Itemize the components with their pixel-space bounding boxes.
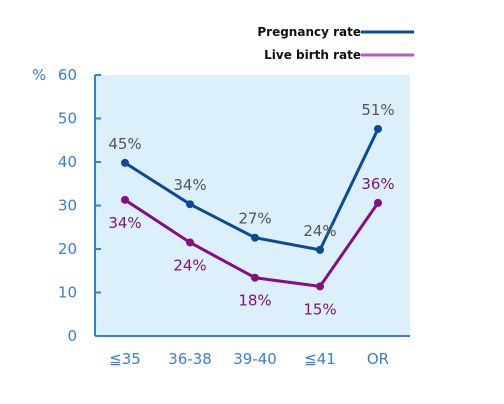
x-tick-label: 39-40	[233, 350, 277, 368]
data-point	[251, 233, 259, 242]
y-axis-label: %	[32, 66, 46, 84]
data-label: 18%	[238, 292, 271, 310]
data-label: 36%	[361, 175, 394, 193]
y-tick-label: 30	[58, 197, 77, 215]
data-label: 24%	[173, 256, 206, 274]
series-group: 45% 34% 27% 24% 51% 34% 24% 18% 15% 36%	[108, 101, 394, 318]
y-tick-label: 50	[58, 110, 77, 128]
data-label: 15%	[303, 300, 336, 318]
y-tick-label: 0	[67, 327, 77, 345]
data-label: 34%	[108, 214, 141, 232]
data-point	[186, 238, 194, 247]
legend: Pregnancy rate Live birth rate	[257, 25, 414, 62]
data-point	[121, 195, 129, 204]
data-point	[121, 158, 129, 167]
data-label: 34%	[173, 176, 206, 194]
x-tick-label: 36-38	[168, 350, 212, 368]
data-point	[316, 245, 324, 254]
plot-area	[95, 75, 410, 336]
data-point	[186, 200, 194, 209]
legend-label: Live birth rate	[264, 48, 361, 62]
data-label: 27%	[238, 210, 271, 228]
y-tick-label: 40	[58, 153, 77, 171]
data-point	[374, 198, 382, 207]
legend-label: Pregnancy rate	[257, 25, 361, 39]
y-ticks: 0 10 20 30 40 50 60	[58, 66, 101, 345]
data-point	[374, 124, 382, 133]
y-tick-label: 10	[58, 284, 77, 302]
data-point	[251, 273, 259, 282]
data-label: 24%	[303, 222, 336, 240]
x-tick-label: ≦35	[109, 350, 141, 368]
data-label: 51%	[361, 101, 394, 119]
y-tick-label: 20	[58, 240, 77, 258]
data-label: 45%	[108, 135, 141, 153]
x-tick-label: OR	[367, 350, 389, 368]
x-ticks: ≦35 36-38 39-40 ≦41 OR	[109, 350, 389, 368]
x-tick-label: ≦41	[304, 350, 336, 368]
data-point	[316, 282, 324, 291]
y-tick-label: 60	[58, 66, 77, 84]
